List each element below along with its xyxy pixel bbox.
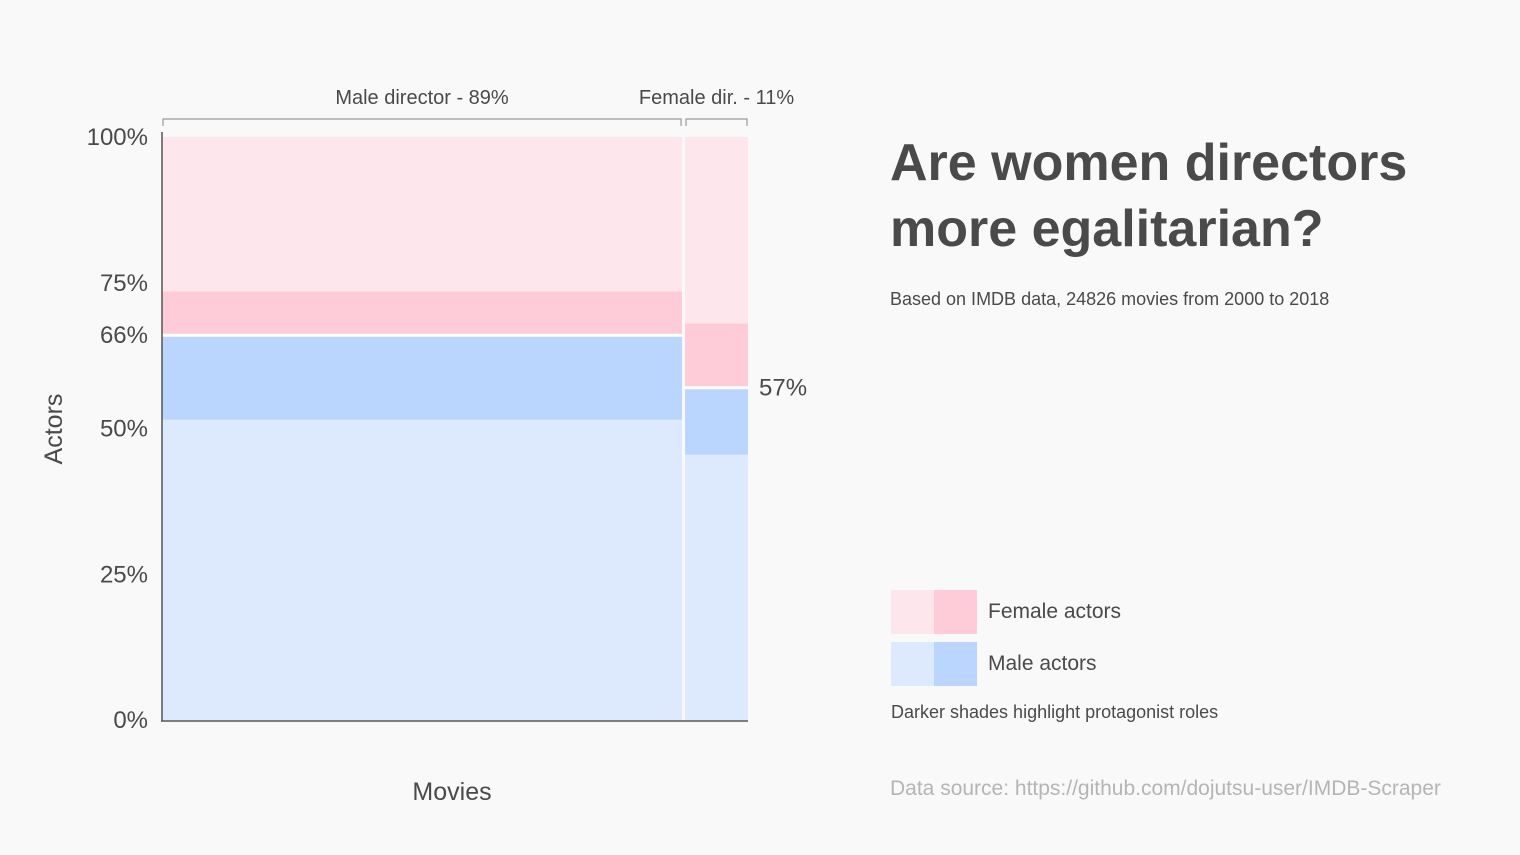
segment-female-protagonists-col2	[685, 323, 748, 388]
segment-female-protagonists-col1	[162, 291, 683, 336]
legend-item-male: Male actors	[891, 642, 1121, 686]
y-tick-label: 50%	[100, 416, 148, 443]
column-bracket-1	[162, 118, 682, 126]
y-tick-label: 100%	[87, 124, 148, 151]
x-axis-label: Movies	[412, 778, 491, 806]
column-label-1: Male director - 89%	[335, 87, 509, 109]
legend-item-female: Female actors	[891, 590, 1121, 634]
legend-label-female: Female actors	[988, 600, 1122, 623]
legend-label-male: Male actors	[988, 652, 1097, 675]
column-bracket-2	[685, 118, 748, 126]
swatch-female-dark	[934, 590, 977, 634]
segment-male-protagonists-col2	[685, 387, 748, 455]
y-tick-label: 66%	[100, 322, 148, 349]
segment-male-protagonists-col1	[162, 335, 683, 420]
chart-title: Are women directors more egalitarian?	[890, 134, 1408, 258]
legend-note: Darker shades highlight protagonist role…	[891, 702, 1219, 722]
column-label-2: Female dir. - 11%	[639, 87, 794, 109]
data-source: Data source: https://github.com/dojutsu-…	[890, 777, 1441, 800]
y-tick-label: 0%	[113, 707, 148, 734]
swatch-male-dark	[934, 642, 977, 686]
chart-subtitle: Based on IMDB data, 24826 movies from 20…	[890, 289, 1330, 309]
segment-female-actors-col1	[162, 137, 683, 292]
segment-male-actors-col2	[685, 454, 748, 720]
y-tick-label: 75%	[100, 270, 148, 297]
legend-swatch-female	[891, 590, 977, 634]
swatch-male-light	[891, 642, 934, 686]
legend: Female actors Male actors	[891, 590, 1121, 694]
swatch-female-light	[891, 590, 934, 634]
y-axis-label: Actors	[40, 394, 68, 465]
segment-male-actors-col1	[162, 419, 683, 720]
mosaic-chart: Male director - 89% Female dir. - 11% 57% 0…	[40, 87, 807, 806]
annotation-male-share: 57%	[759, 375, 807, 402]
legend-swatch-male	[891, 642, 977, 686]
y-tick-label: 25%	[100, 561, 148, 588]
segment-female-actors-col2	[685, 137, 748, 324]
